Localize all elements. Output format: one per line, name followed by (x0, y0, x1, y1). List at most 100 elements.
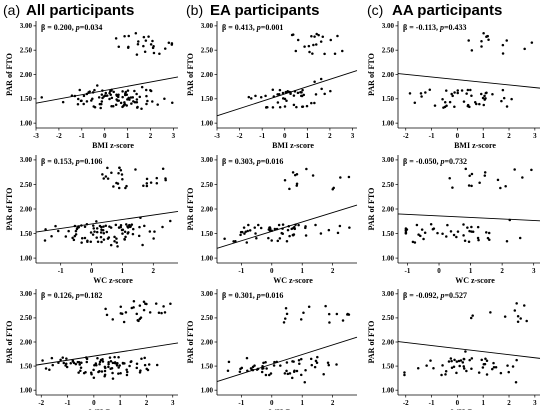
data-point (504, 185, 507, 188)
data-point (126, 98, 129, 101)
data-point (77, 226, 80, 229)
data-point (279, 364, 282, 367)
x-tick-label: -3 (214, 132, 220, 140)
data-point (487, 38, 490, 42)
data-point (338, 224, 342, 228)
x-tick-label: 1 (469, 267, 473, 275)
data-point (104, 91, 108, 95)
data-point (296, 38, 300, 42)
data-point (496, 178, 500, 182)
x-tick-label: 3 (532, 267, 536, 275)
data-point (125, 373, 129, 377)
data-point (451, 94, 454, 98)
x-tick-label: 2 (331, 267, 335, 275)
x-tick-label: -1 (238, 399, 244, 407)
y-tick-label: 2.50 (201, 181, 214, 189)
stat-annotation: β = -0.092, p=0.527 (403, 291, 467, 300)
y-tick-label: 3.00 (382, 290, 395, 298)
data-point (422, 237, 425, 241)
data-point (240, 366, 244, 370)
column-letter: (b) (186, 2, 203, 18)
stat-p-symbol: p (75, 291, 80, 300)
y-tick-label: 2.00 (201, 205, 214, 213)
data-point (470, 172, 474, 176)
stat-annotation: β = 0.200, p=0.034 (41, 23, 102, 32)
data-point (323, 52, 326, 56)
data-point (147, 363, 151, 366)
data-point (151, 100, 154, 103)
data-point (327, 228, 331, 232)
data-point (310, 363, 314, 367)
data-point (483, 174, 487, 177)
stat-beta: β = 0.303, (222, 157, 257, 166)
data-point (126, 225, 129, 228)
data-point (444, 369, 448, 373)
data-point (265, 367, 268, 370)
data-point (404, 232, 408, 235)
data-point (304, 234, 308, 237)
data-point (486, 236, 490, 240)
data-point (140, 107, 143, 110)
data-point (124, 235, 127, 239)
data-point (505, 240, 509, 243)
data-point (292, 360, 295, 363)
x-tick-label: 2 (507, 399, 511, 407)
data-point (253, 364, 256, 367)
data-point (51, 363, 54, 367)
data-point (499, 186, 502, 190)
data-point (74, 233, 78, 236)
data-point (137, 234, 141, 238)
x-tick-label: -1 (429, 399, 435, 407)
data-point (502, 96, 506, 100)
stat-p-value: =0.182 (80, 291, 103, 300)
data-point (466, 104, 470, 108)
data-point (465, 92, 468, 95)
data-point (316, 355, 319, 359)
data-point (164, 177, 167, 180)
data-point (83, 236, 87, 240)
data-point (262, 361, 265, 365)
data-point (119, 305, 123, 308)
data-point (148, 311, 152, 314)
data-point (41, 359, 44, 362)
data-point (114, 103, 118, 106)
data-point (133, 101, 137, 104)
stat-annotation: β = 0.301, p=0.016 (222, 291, 283, 300)
data-point (155, 181, 159, 185)
data-point (89, 371, 93, 375)
data-point (290, 33, 294, 37)
data-point (155, 363, 159, 367)
data-point (494, 365, 498, 369)
data-point (243, 232, 246, 235)
x-tick-label: -2 (237, 132, 243, 140)
x-tick-label: -1 (238, 267, 244, 275)
data-point (128, 364, 131, 368)
x-axis-label: WC z-score (273, 276, 313, 285)
data-point (132, 299, 136, 303)
data-point (477, 238, 480, 242)
x-axis-label: WC z-score (93, 276, 133, 285)
data-point (440, 373, 443, 377)
data-point (79, 366, 83, 369)
data-point (433, 104, 437, 107)
data-point (151, 39, 154, 43)
data-point (462, 365, 465, 368)
data-point (112, 90, 115, 94)
data-point (99, 106, 102, 110)
data-point (239, 233, 242, 237)
data-point (111, 318, 114, 321)
data-point (255, 236, 258, 240)
x-tick-label: 1 (306, 132, 310, 140)
data-point (50, 356, 54, 360)
stat-beta: β = 0.413, (222, 23, 257, 32)
x-tick-label: 1 (300, 267, 304, 275)
data-point (271, 88, 275, 91)
data-point (107, 361, 110, 364)
data-point (108, 356, 112, 359)
data-point (257, 223, 260, 227)
x-tick-label: 3 (533, 399, 537, 407)
y-axis-label: PAR of FTO (186, 53, 195, 96)
y-tick-label: 2.00 (382, 71, 395, 79)
data-point (110, 367, 114, 370)
data-point (128, 98, 131, 101)
